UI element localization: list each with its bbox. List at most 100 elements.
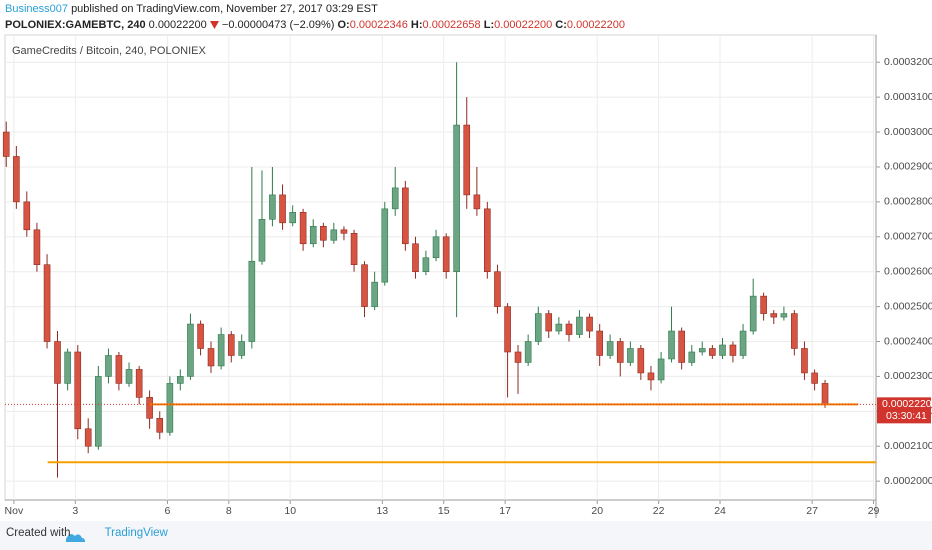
grid (5, 35, 876, 500)
candle-body (361, 264, 368, 307)
candle-body (811, 372, 818, 384)
x-tick-label: 24 (714, 505, 726, 517)
candle-body (534, 313, 542, 342)
change: −0.00000473 (−2.09%) (221, 19, 335, 31)
candle-body (43, 264, 51, 342)
candle-body (657, 358, 665, 381)
candle-body (279, 194, 286, 224)
candle-body (125, 369, 133, 384)
candle-body (576, 316, 583, 335)
candle-body (494, 271, 501, 307)
candle-body (647, 372, 655, 381)
candle-body (739, 330, 747, 356)
candle-body (688, 351, 696, 363)
candle-body (473, 194, 481, 210)
l: 0.00022200 (494, 19, 553, 31)
x-tick-label: 17 (499, 505, 511, 517)
down-arrow (209, 21, 219, 30)
marks (2, 62, 876, 478)
candle-body (637, 348, 645, 374)
candle-body (381, 208, 389, 283)
c-label: C: (555, 19, 567, 31)
last: 0.00022200 (148, 19, 207, 31)
o-label: O: (337, 19, 350, 31)
candle-body (668, 330, 675, 360)
candle-body (350, 232, 358, 266)
candle-body (320, 226, 327, 241)
candle-body (596, 330, 603, 356)
candle-body (156, 418, 164, 433)
candle-body (238, 341, 246, 356)
x-tick-label: Nov (5, 505, 24, 517)
candle-body (432, 236, 440, 259)
candle-body (330, 229, 338, 241)
candle-body (545, 313, 553, 332)
candle-body (555, 323, 563, 332)
candle-body (749, 295, 757, 332)
candle-body (217, 334, 225, 367)
chart-title: GameCredits / Bitcoin, 240, POLONIEX (12, 45, 206, 57)
candle-body (23, 201, 31, 231)
x-tick-label: 6 (164, 505, 170, 517)
h-label: H: (410, 19, 423, 31)
candle-body (371, 281, 378, 307)
candle-body (463, 124, 471, 196)
candle-body (13, 156, 20, 203)
brand[interactable]: TradingView (104, 527, 168, 539)
x-tick-label: 8 (226, 505, 232, 517)
candle-body (606, 341, 614, 356)
x-tick-label: 22 (653, 505, 665, 517)
candle-body (289, 212, 296, 224)
symbol: POLONIEX:GAMEBTC, 240 (5, 19, 146, 31)
candle-body (412, 243, 419, 272)
h: 0.00022658 (422, 19, 481, 31)
candle-body (484, 208, 491, 272)
candle-body (187, 323, 194, 377)
candle-body (84, 428, 92, 447)
x-tick-label: 20 (591, 505, 603, 517)
candle-body (514, 351, 522, 363)
last-price-label: 0.00022200 (882, 398, 932, 410)
candle-body (760, 295, 767, 314)
candle-body (442, 236, 450, 272)
countdown-label: 03:30:41 (886, 410, 927, 422)
candle-body (422, 257, 430, 272)
c: 0.00022200 (566, 19, 626, 31)
candle-body (678, 330, 685, 363)
candle-body (248, 260, 256, 342)
created-with: Created with (6, 527, 71, 539)
candle-body (709, 348, 716, 356)
candle-body (391, 187, 399, 210)
candle-body (207, 348, 215, 367)
candle-body (54, 341, 61, 384)
candle-body (729, 344, 737, 356)
candle-body (33, 229, 41, 266)
candle-body (821, 383, 829, 405)
x-tick-label: 29 (868, 505, 880, 517)
candle-body (115, 355, 123, 384)
candle-body (402, 187, 409, 245)
candle-body (340, 229, 348, 234)
x-tick-label: 27 (806, 505, 818, 517)
author: Business007 (5, 3, 68, 15)
y-tick-label: 0.00032000 (884, 56, 932, 68)
candle-body (299, 212, 307, 245)
candle-body (586, 316, 593, 332)
candle-body (269, 194, 276, 220)
candle-body (177, 376, 184, 384)
candle-body (453, 124, 460, 272)
candle-body (95, 376, 102, 447)
